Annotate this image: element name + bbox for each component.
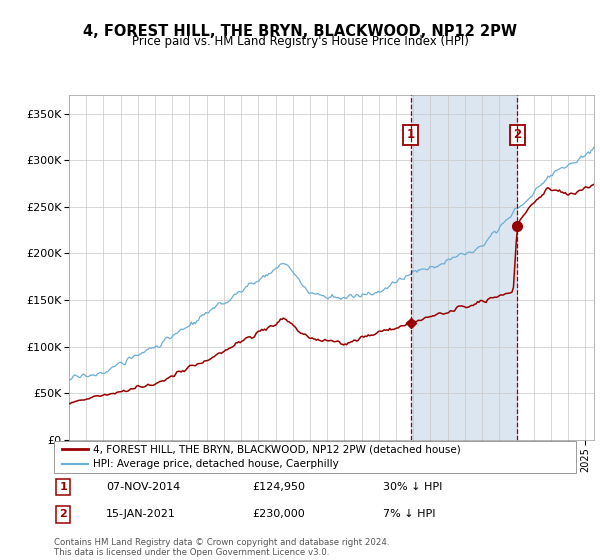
Text: 4, FOREST HILL, THE BRYN, BLACKWOOD, NP12 2PW (detached house): 4, FOREST HILL, THE BRYN, BLACKWOOD, NP1… [93,445,461,455]
Text: 7% ↓ HPI: 7% ↓ HPI [383,510,436,520]
Text: 2: 2 [513,128,521,141]
Text: £230,000: £230,000 [253,510,305,520]
Text: 1: 1 [59,482,67,492]
FancyBboxPatch shape [54,441,576,473]
Text: 07-NOV-2014: 07-NOV-2014 [106,482,181,492]
Bar [410,95,517,440]
Text: Contains HM Land Registry data © Crown copyright and database right 2024.
This d: Contains HM Land Registry data © Crown c… [54,538,389,557]
Text: 15-JAN-2021: 15-JAN-2021 [106,510,176,520]
Text: Price paid vs. HM Land Registry's House Price Index (HPI): Price paid vs. HM Land Registry's House … [131,35,469,48]
Text: 1: 1 [407,128,415,141]
Text: 2: 2 [59,510,67,520]
Text: HPI: Average price, detached house, Caerphilly: HPI: Average price, detached house, Caer… [93,459,339,469]
Text: 4, FOREST HILL, THE BRYN, BLACKWOOD, NP12 2PW: 4, FOREST HILL, THE BRYN, BLACKWOOD, NP1… [83,24,517,39]
Text: £124,950: £124,950 [253,482,305,492]
Text: 30% ↓ HPI: 30% ↓ HPI [383,482,442,492]
